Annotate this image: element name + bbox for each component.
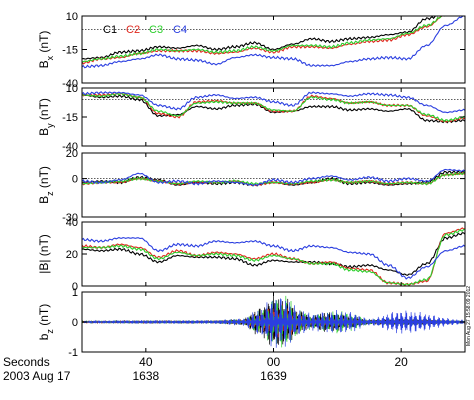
legend-entry-c2: C2 xyxy=(126,24,140,36)
time-row-label-date: 2003 Aug 17 xyxy=(3,369,71,383)
y-axis-label-bzw: bz (nT) xyxy=(37,304,55,341)
series-c4-by xyxy=(82,91,465,114)
series-c2-bt xyxy=(82,227,465,286)
x-tick-label-minute: 1638 xyxy=(132,369,159,383)
y-tick-label-bzw: 0 xyxy=(72,317,78,329)
series-c3-bz xyxy=(82,171,465,186)
panel-bt: 40 20 0 |B| (nT) xyxy=(37,217,466,293)
y-tick-label-bzw: -1 xyxy=(68,347,78,359)
plot-area-bx xyxy=(82,16,465,69)
legend-entry-c3: C3 xyxy=(149,24,163,36)
series-c2-bz xyxy=(82,172,465,187)
y-axis-label-bz: Bz (nT) xyxy=(37,166,55,204)
series-c3-bx xyxy=(82,16,450,63)
y-tick-label-bt: 40 xyxy=(66,217,78,229)
plot-area-bz xyxy=(82,168,465,187)
series-c3-by xyxy=(82,92,465,123)
legend: C1 C2 C3 C4 xyxy=(103,24,187,36)
panel-bzw: 1 0 -1 bz (nT) xyxy=(37,287,466,359)
series-c4-bt xyxy=(82,236,465,280)
x-tick-label-seconds: 40 xyxy=(139,355,153,369)
y-tick-label-bt: 20 xyxy=(66,249,78,261)
plot-area-bt xyxy=(82,227,465,286)
y-tick-label-bx: -15 xyxy=(62,45,78,57)
y-tick-label-bx: -40 xyxy=(62,78,78,90)
y-tick-label-bz: 20 xyxy=(66,148,78,160)
plot-area-by xyxy=(82,91,465,124)
x-tick-label-seconds: 20 xyxy=(394,355,408,369)
legend-entry-c4: C4 xyxy=(173,24,187,36)
y-tick-label-by: -15 xyxy=(62,112,78,124)
y-axis-label-bt: |B| (nT) xyxy=(37,234,51,274)
panel-bz: 20 0 -30 Bz (nT) xyxy=(37,148,466,224)
legend-entry-c1: C1 xyxy=(103,24,117,36)
panel-frame-bz xyxy=(81,152,466,218)
y-tick-label-bt: 0 xyxy=(72,281,78,293)
y-tick-label-by: -40 xyxy=(62,141,78,153)
series-c4-bx xyxy=(82,16,465,69)
y-axis-label-by: By (nT) xyxy=(37,98,55,136)
plot-area-bzw xyxy=(82,295,465,348)
series-c4-bzw xyxy=(82,298,465,348)
series-c1-bt xyxy=(82,232,465,276)
timestamp-stamp: Mon Aug 27 15:58:09 2012 xyxy=(466,286,472,346)
y-tick-label-by: 10 xyxy=(66,83,78,95)
series-c1-by xyxy=(82,94,465,124)
series-c4-bz xyxy=(82,168,465,187)
y-axis-label-bx: Bx (nT) xyxy=(37,31,55,69)
x-tick-label-minute: 1639 xyxy=(260,369,287,383)
y-tick-label-bz: 0 xyxy=(72,174,78,186)
y-tick-label-bzw: 1 xyxy=(72,287,78,299)
y-tick-label-bx: 10 xyxy=(66,11,78,23)
time-row-label-seconds: Seconds xyxy=(3,355,50,369)
panel-bx: 10 -15 -40 Bx (nT) xyxy=(37,11,466,90)
y-tick-label-bz: -30 xyxy=(62,212,78,224)
series-c1-bx xyxy=(82,16,440,60)
panel-by: 10 -15 -40 By (nT) xyxy=(37,83,466,153)
x-tick-label-seconds: 00 xyxy=(267,355,281,369)
